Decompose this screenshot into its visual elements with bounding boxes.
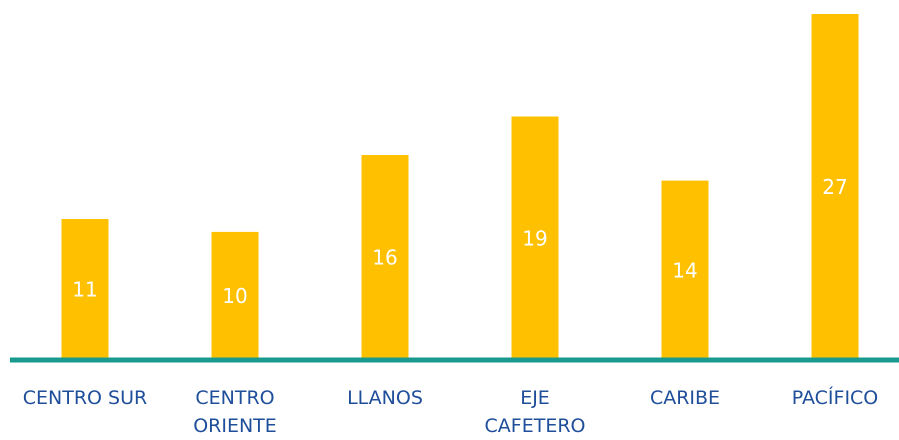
data-label-3: 19	[522, 226, 547, 250]
category-label-4: CARIBE	[650, 387, 720, 409]
category-label-line: ORIENTE	[193, 415, 277, 437]
category-label-line: CARIBE	[650, 387, 720, 409]
category-label-2: LLANOS	[347, 387, 423, 409]
category-label-line: CENTRO	[195, 387, 274, 409]
bar-1	[211, 231, 259, 360]
category-label-3: EJE CAFETERO	[485, 387, 586, 437]
data-label-5: 27	[822, 175, 847, 199]
category-label-line: CENTRO SUR	[23, 387, 147, 409]
value-labels-group: 11 10 16 19 14 27	[72, 175, 847, 308]
bar-4	[661, 180, 709, 360]
category-labels-group: CENTRO SUR CENTRO ORIENTE LLANOS EJE CAFETERO…	[23, 386, 879, 437]
category-label-line: CAFETERO	[485, 415, 586, 437]
data-label-1: 10	[222, 284, 247, 308]
category-label-0: CENTRO SUR	[23, 387, 147, 409]
category-label-1: CENTRO ORIENTE	[193, 387, 277, 437]
category-label-5: PACÍFICO	[792, 386, 879, 409]
data-label-4: 14	[672, 258, 697, 282]
category-label-line: PACÍFICO	[792, 386, 879, 409]
bar-3	[511, 116, 559, 360]
category-label-line: LLANOS	[347, 387, 423, 409]
bars-group	[61, 14, 859, 360]
data-label-0: 11	[72, 278, 97, 302]
bar-2	[361, 155, 409, 360]
bar-5	[811, 14, 859, 360]
data-label-2: 16	[372, 246, 397, 270]
category-label-line: EJE	[520, 387, 550, 409]
bar-0	[61, 219, 109, 360]
